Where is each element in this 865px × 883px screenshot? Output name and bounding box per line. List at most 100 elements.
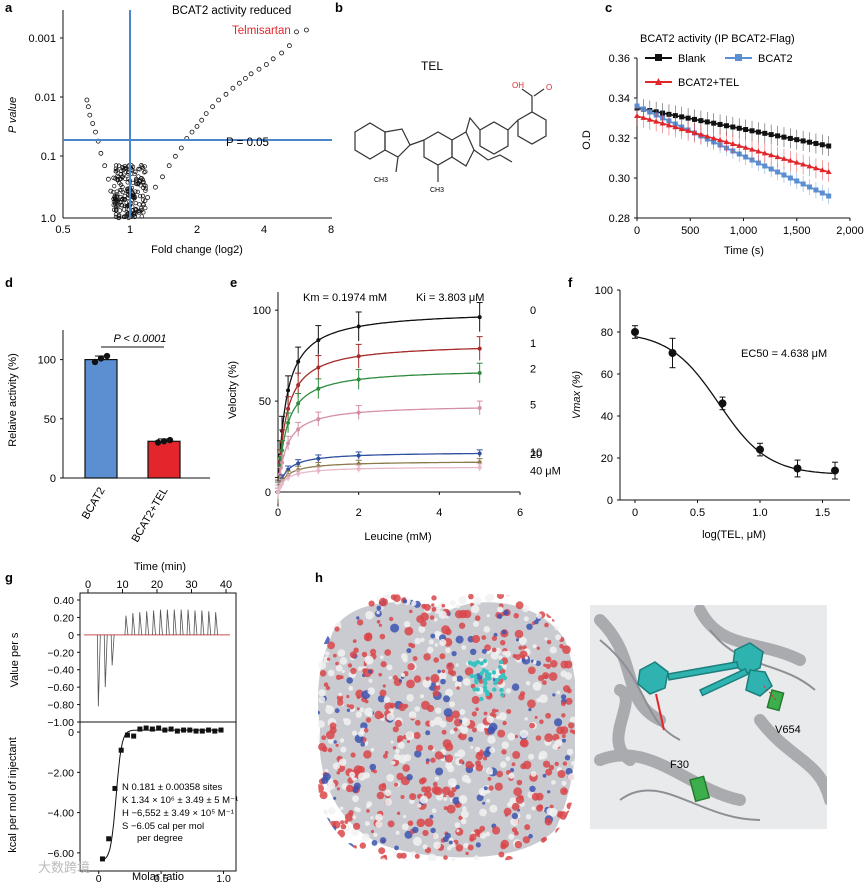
- volcano-point-4: [152, 184, 158, 190]
- c-point-2-21: [768, 152, 775, 158]
- volcano-point-5: [160, 174, 165, 180]
- e-point-6-6: [356, 466, 361, 471]
- volcano-point-98: [113, 214, 119, 220]
- d-bar-1: [147, 440, 181, 479]
- e-point-0-7: [477, 315, 482, 320]
- c-point-0-15: [730, 124, 736, 130]
- x-tick-0.5: 0.5: [55, 224, 70, 236]
- g-injection-13: [193, 610, 198, 635]
- volcano-point-6: [166, 163, 172, 169]
- c-point-0-27: [807, 139, 813, 145]
- volcano-point-228: [114, 193, 119, 199]
- c-point-2-11: [704, 133, 711, 139]
- g-injection-11: [179, 609, 184, 635]
- y-tick-1.0: 1.0: [41, 213, 56, 225]
- d-category-1: BCAT2+TEL: [130, 486, 171, 545]
- e-point-0-4: [296, 359, 301, 364]
- chart-e-xlabel: Leucine (mM): [364, 531, 431, 543]
- f-xtick-1: 0.5: [690, 507, 705, 519]
- e-ytick-0: 0: [265, 487, 271, 499]
- c-point-2-19: [755, 148, 762, 154]
- volcano-point-18: [236, 80, 242, 86]
- c-xtick-1: 500: [681, 225, 699, 237]
- c-point-0-25: [794, 137, 800, 143]
- ec50-label: EC50 = 4.638 μM: [741, 348, 827, 360]
- c-point-0-20: [762, 130, 768, 136]
- g-bottom-ytick-3: −6.00: [47, 848, 74, 860]
- volcano-point-21: [256, 66, 262, 72]
- c-point-1-26: [800, 181, 806, 187]
- e-xtick-2: 4: [436, 507, 442, 519]
- e-curve-1: [277, 347, 480, 493]
- c-point-0-8: [685, 115, 691, 121]
- f-xtick-2: 1.0: [752, 507, 767, 519]
- volcano-point-7: [172, 153, 178, 159]
- chart-g-bottom-xlabel: Molar ratio: [132, 871, 184, 883]
- e-point-1-5: [316, 365, 321, 370]
- volcano-point-23: [270, 56, 276, 62]
- d-ytick-1: 50: [44, 414, 56, 426]
- g-injection-14: [200, 610, 205, 635]
- d-point-1-2: [166, 436, 174, 444]
- volcano-point-31: [108, 188, 114, 194]
- e-point-6-2: [280, 481, 285, 486]
- volcano-point-27: [303, 27, 309, 33]
- e-point-4-7: [477, 451, 482, 456]
- c-point-0-11: [704, 119, 710, 125]
- residue-v654: V654: [775, 724, 801, 736]
- volcano-point-235: [131, 192, 137, 198]
- c-xtick-4: 2,000: [836, 225, 864, 237]
- g-injection-1: [103, 634, 108, 688]
- c-point-0-24: [787, 135, 793, 141]
- g-injection-9: [165, 609, 170, 635]
- volcano-point-179: [143, 183, 148, 188]
- itc-fit-k: K 1.34 × 10⁶ ± 3.49 ± 5 M⁻¹: [122, 795, 238, 806]
- e-point-2-3: [286, 420, 291, 425]
- volcano-point-205: [131, 210, 137, 215]
- e-xtick-0: 0: [275, 507, 281, 519]
- e-point-0-5: [316, 338, 321, 343]
- e-point-6-7: [477, 465, 482, 470]
- volcano-point-229: [121, 172, 126, 177]
- volcano-point-38: [87, 112, 93, 118]
- e-point-0-3: [286, 388, 291, 393]
- protein-surface: [318, 594, 575, 861]
- c-point-2-17: [742, 144, 749, 150]
- g-injection-6: [145, 611, 150, 635]
- panel-letter-a: a: [5, 0, 13, 15]
- f-ytick-2: 40: [601, 411, 613, 423]
- volcano-point-195: [138, 183, 143, 188]
- itc-fit-n: N 0.181 ± 0.00358 sites: [122, 782, 223, 793]
- legend-bcat2-label: BCAT2: [758, 53, 793, 65]
- volcano-point-24: [279, 50, 285, 56]
- e-point-6-5: [316, 468, 321, 473]
- g-point-11: [168, 726, 174, 732]
- x-tick-2: 2: [194, 224, 200, 236]
- g-point-9: [156, 725, 162, 731]
- volcano-point-94: [134, 178, 140, 184]
- e-series-label-6: 40 μM: [530, 466, 561, 478]
- g-injection-0: [96, 634, 101, 707]
- c-ytick-0: 0.28: [609, 213, 630, 225]
- g-point-5: [131, 733, 137, 739]
- g-top-xtick-2: 20: [151, 579, 163, 591]
- e-series-6: 40 μM: [275, 463, 561, 496]
- panel-c-activity: 0 500 1,000 1,500 2,0000.280.300.320.340.36 …: [581, 33, 864, 257]
- volcano-point-14: [210, 104, 216, 110]
- c-ytick-3: 0.34: [609, 93, 630, 105]
- g-point-14: [187, 727, 193, 733]
- x-tick-4: 4: [261, 224, 267, 236]
- e-point-4-5: [316, 456, 321, 461]
- volcano-point-22: [263, 62, 269, 67]
- g-top-xtick-4: 40: [220, 579, 232, 591]
- c-point-1-23: [781, 172, 787, 178]
- e-xtick-3: 6: [517, 507, 523, 519]
- d-category-0: BCAT2: [80, 486, 108, 522]
- volcano-point-95: [133, 169, 138, 174]
- volcano-point-211: [139, 175, 144, 181]
- volcano-point-216: [121, 165, 126, 170]
- telmisartan-label: Telmisartan: [232, 25, 291, 37]
- volcano-point-36: [93, 129, 98, 135]
- d-bar-0: [84, 359, 118, 479]
- volcano-point-32: [106, 176, 111, 182]
